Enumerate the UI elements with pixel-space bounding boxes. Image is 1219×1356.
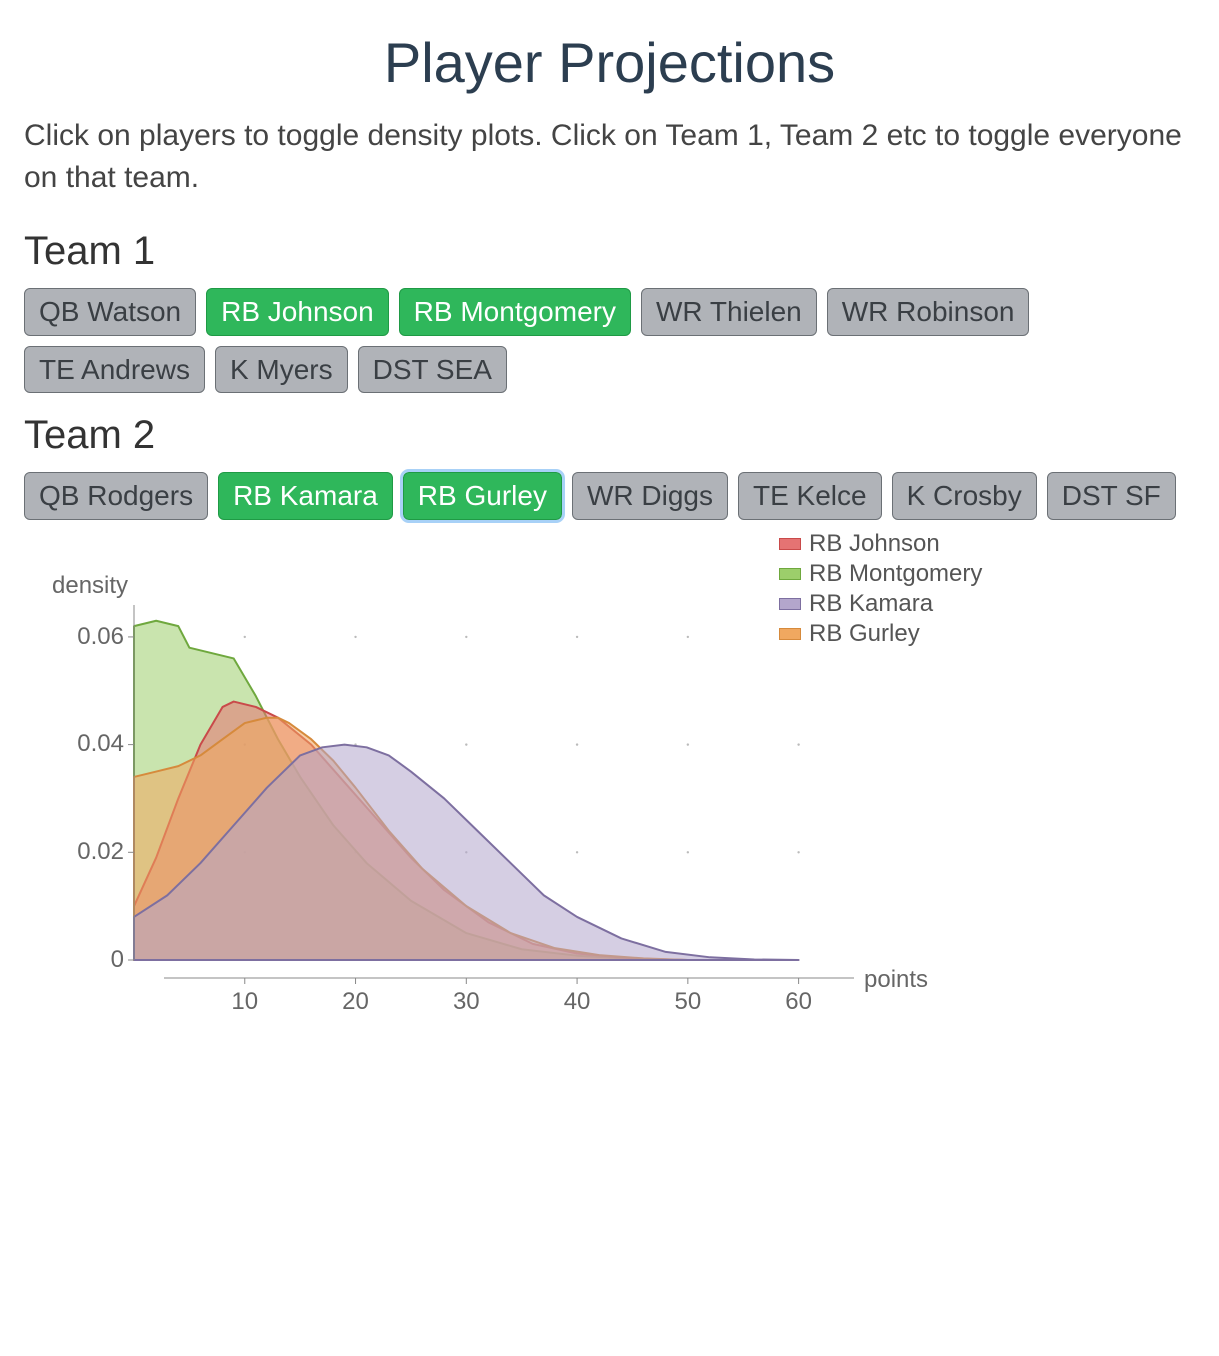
y-tick-label: 0.02 xyxy=(54,838,124,866)
player-row: QB WatsonRB JohnsonRB MontgomeryWR Thiel… xyxy=(24,288,1195,393)
team-header[interactable]: Team 2 xyxy=(24,413,1195,458)
player-toggle-button[interactable]: RB Gurley xyxy=(403,472,562,520)
player-toggle-button[interactable]: TE Kelce xyxy=(738,472,882,520)
legend-swatch xyxy=(779,598,801,610)
legend-label: RB Gurley xyxy=(809,620,920,648)
x-tick-label: 20 xyxy=(342,988,369,1016)
player-toggle-button[interactable]: WR Diggs xyxy=(572,472,728,520)
legend-item: RB Gurley xyxy=(779,620,982,648)
player-toggle-button[interactable]: TE Andrews xyxy=(24,346,205,394)
player-toggle-button[interactable]: RB Johnson xyxy=(206,288,389,336)
y-axis-label: density xyxy=(52,572,128,600)
chart-legend: RB JohnsonRB MontgomeryRB KamaraRB Gurle… xyxy=(779,530,982,648)
player-toggle-button[interactable]: QB Rodgers xyxy=(24,472,208,520)
x-axis-label: points xyxy=(864,966,928,994)
x-tick-label: 60 xyxy=(785,988,812,1016)
player-toggle-button[interactable]: RB Kamara xyxy=(218,472,393,520)
y-tick-label: 0 xyxy=(54,946,124,974)
page-title: Player Projections xyxy=(24,30,1195,95)
player-toggle-button[interactable]: QB Watson xyxy=(24,288,196,336)
legend-label: RB Montgomery xyxy=(809,560,982,588)
legend-item: RB Montgomery xyxy=(779,560,982,588)
legend-item: RB Kamara xyxy=(779,590,982,618)
y-tick-label: 0.06 xyxy=(54,623,124,651)
player-toggle-button[interactable]: DST SF xyxy=(1047,472,1176,520)
x-tick-label: 10 xyxy=(231,988,258,1016)
player-toggle-button[interactable]: DST SEA xyxy=(358,346,507,394)
legend-item: RB Johnson xyxy=(779,530,982,558)
legend-label: RB Johnson xyxy=(809,530,940,558)
player-toggle-button[interactable]: WR Thielen xyxy=(641,288,817,336)
player-toggle-button[interactable]: K Crosby xyxy=(892,472,1037,520)
legend-label: RB Kamara xyxy=(809,590,933,618)
legend-swatch xyxy=(779,568,801,580)
x-tick-label: 50 xyxy=(674,988,701,1016)
team-header[interactable]: Team 1 xyxy=(24,229,1195,274)
legend-swatch xyxy=(779,538,801,550)
player-toggle-button[interactable]: K Myers xyxy=(215,346,348,394)
density-chart: density 0 0.02 0.04 0.06 10 20 30 40 50 60 point… xyxy=(24,570,1195,1055)
legend-swatch xyxy=(779,628,801,640)
y-tick-label: 0.04 xyxy=(54,730,124,758)
player-toggle-button[interactable]: RB Montgomery xyxy=(399,288,631,336)
page-subtitle: Click on players to toggle density plots… xyxy=(24,115,1195,199)
player-toggle-button[interactable]: WR Robinson xyxy=(827,288,1030,336)
chart-svg xyxy=(24,570,1194,1050)
x-tick-label: 40 xyxy=(564,988,591,1016)
x-tick-label: 30 xyxy=(453,988,480,1016)
player-row: QB RodgersRB KamaraRB GurleyWR DiggsTE K… xyxy=(24,472,1195,520)
